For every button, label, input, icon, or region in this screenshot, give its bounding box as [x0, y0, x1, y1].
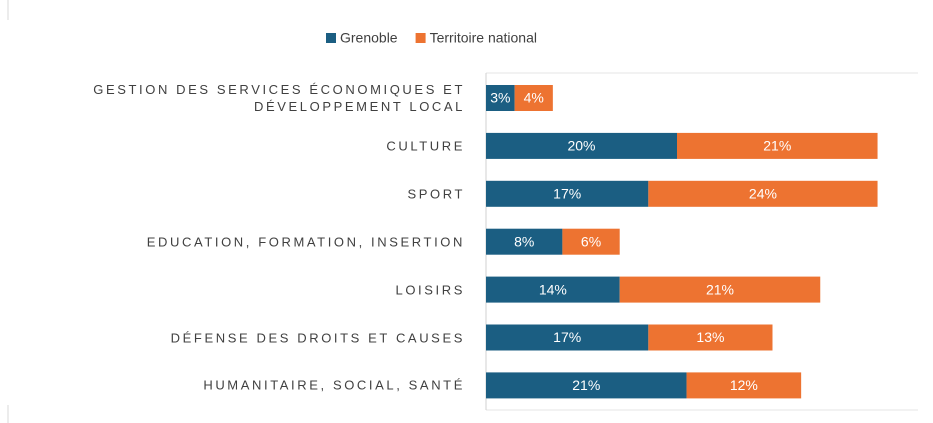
data-label: 14% [539, 281, 567, 297]
bar-segment [486, 324, 649, 351]
data-label: 13% [696, 329, 724, 345]
data-label: 12% [730, 377, 758, 393]
bar-segment [486, 372, 687, 399]
bar-segment [677, 132, 878, 159]
data-label: 21% [763, 138, 791, 154]
data-label: 17% [553, 329, 581, 345]
data-label: 24% [749, 186, 777, 202]
category-label: DÉFENSE DES DROITS ET CAUSES [170, 330, 465, 345]
category-label: CULTURE [386, 138, 465, 154]
category-label: EDUCATION, FORMATION, INSERTION [146, 234, 465, 250]
bar-segment [686, 372, 802, 399]
bar-segment [619, 276, 821, 303]
bar-segment [486, 85, 515, 111]
category-label: LOISIRS [395, 282, 465, 298]
data-label: 17% [553, 186, 581, 202]
bar-segment [514, 85, 553, 111]
data-label: 21% [572, 377, 600, 393]
category-label: SPORT [407, 186, 465, 202]
legend-swatch [326, 33, 336, 43]
data-label: 6% [581, 233, 601, 249]
category-label: HUMANITAIRE, SOCIAL, SANTÉ [203, 377, 465, 393]
legend-label: Grenoble [340, 30, 398, 46]
bar-segment [562, 228, 620, 255]
data-label: 20% [567, 138, 595, 154]
bar-segment [486, 180, 649, 207]
legend-label: Territoire national [430, 30, 537, 46]
bar-segment [486, 276, 620, 303]
data-label: 8% [514, 233, 534, 249]
data-label: 21% [706, 281, 734, 297]
data-label: 3% [490, 90, 510, 106]
bar-segment [486, 132, 677, 159]
bar-segment [648, 180, 878, 207]
category-label: GESTION DES SERVICES ÉCONOMIQUES ET DÉVE… [93, 82, 465, 114]
bar-segment [648, 324, 773, 351]
data-label: 4% [524, 90, 544, 106]
bar-segment [486, 228, 563, 255]
legend-swatch [415, 33, 426, 43]
